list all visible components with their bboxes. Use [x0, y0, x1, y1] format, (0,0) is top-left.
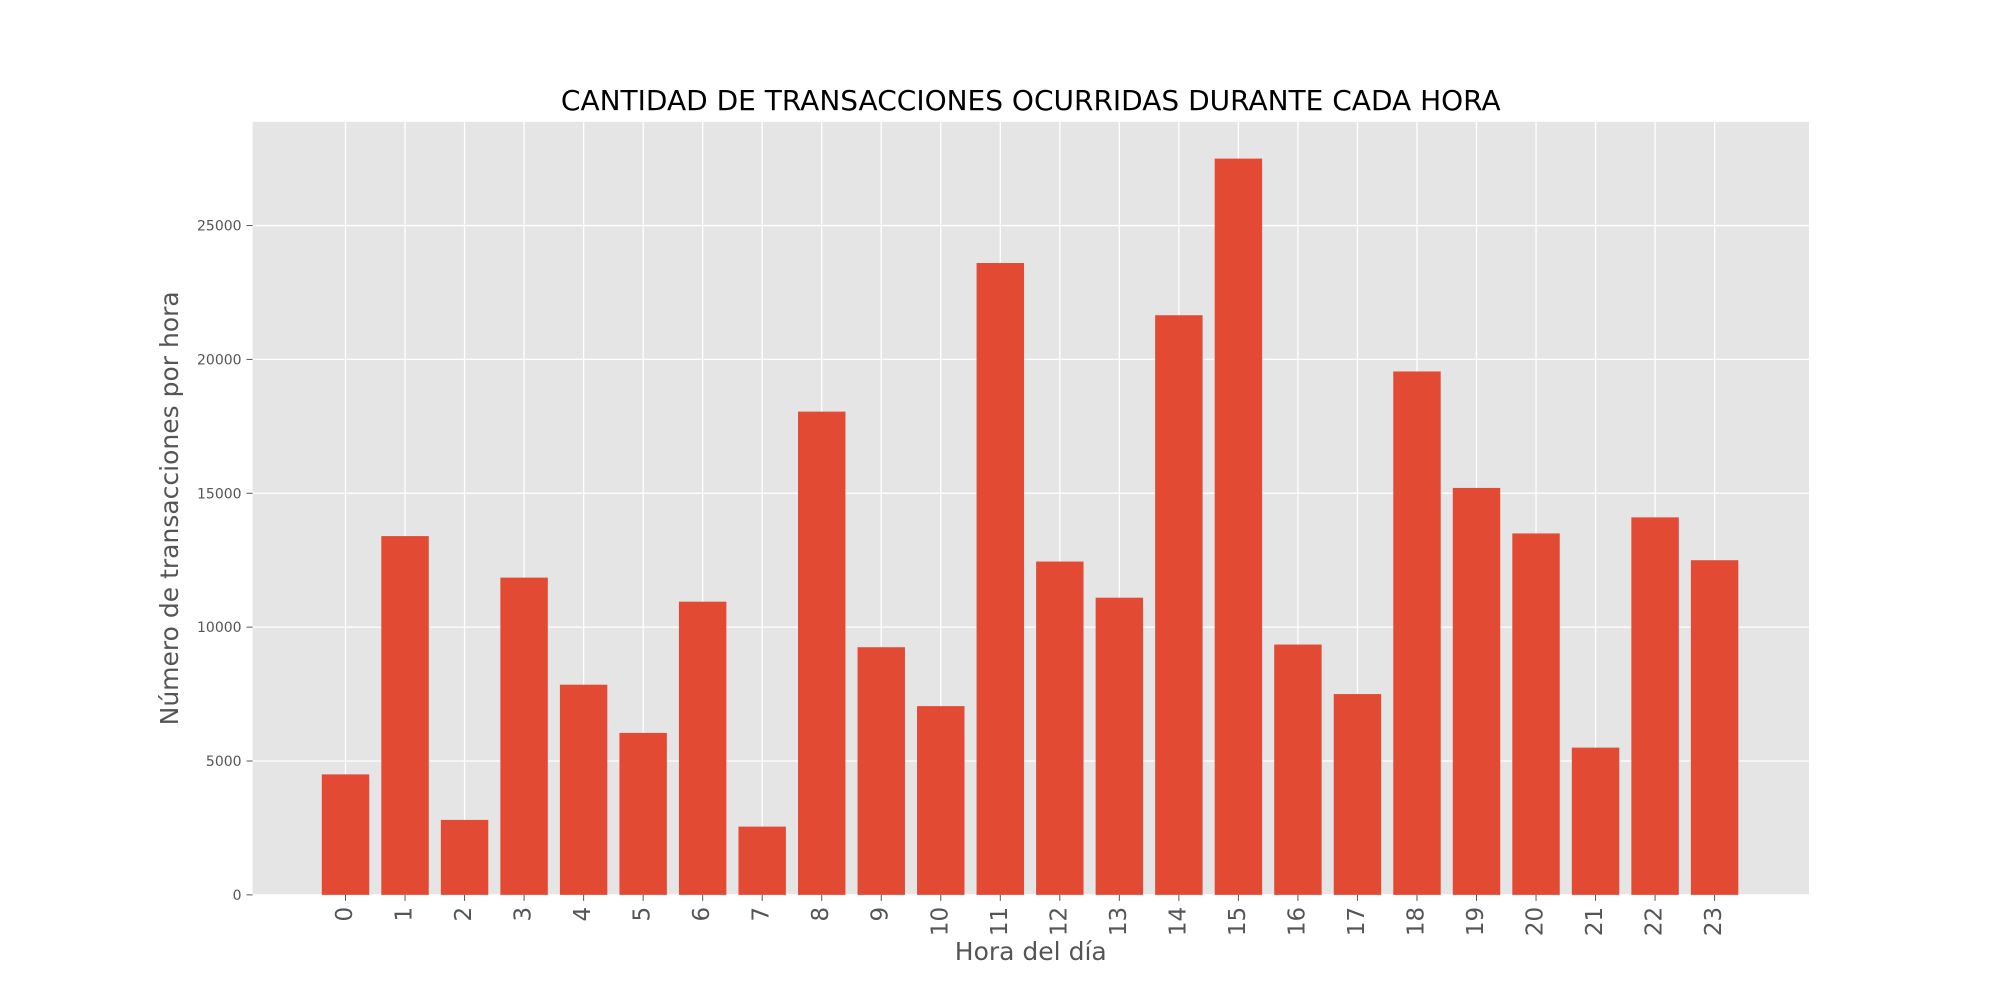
bars [321, 158, 1739, 895]
bar-hour-19 [1452, 487, 1501, 895]
x-tick-label: 13 [1106, 907, 1132, 936]
bar-hour-10 [917, 706, 965, 895]
x-tick-label: 1 [392, 907, 418, 922]
bar-hour-21 [1571, 747, 1620, 895]
bar-hour-23 [1690, 560, 1739, 895]
bar-hour-11 [976, 263, 1025, 895]
bar-hour-18 [1393, 371, 1441, 895]
x-tick-label: 10 [927, 907, 953, 936]
bar-hour-1 [381, 536, 429, 895]
y-tick-label: 20000 [197, 352, 242, 368]
x-tick-label: 23 [1701, 907, 1727, 936]
x-tick-label: 0 [332, 907, 358, 922]
x-tick-label: 9 [868, 907, 894, 922]
x-tick-label: 7 [749, 907, 775, 922]
x-tick-label: 15 [1225, 907, 1251, 936]
x-tick-label: 18 [1403, 907, 1429, 936]
bar-hour-12 [1036, 561, 1084, 895]
y-axis-ticks: 0 5000 10000 15000 20000 25000 [197, 219, 253, 904]
bar-hour-17 [1333, 694, 1382, 895]
bar-hour-7 [738, 826, 786, 895]
x-tick-label: 17 [1344, 907, 1370, 936]
y-tick-label: 0 [233, 888, 242, 904]
bar-hour-5 [619, 732, 667, 895]
x-tick-label: 12 [1046, 907, 1072, 936]
bar-hour-13 [1095, 597, 1144, 895]
bar-hour-2 [440, 819, 489, 895]
bar-hour-3 [500, 577, 548, 895]
bar-hour-14 [1155, 315, 1203, 895]
bar-hour-22 [1631, 517, 1679, 895]
bar-hour-15 [1214, 158, 1263, 895]
x-tick-label: 21 [1582, 907, 1608, 936]
x-tick-label: 4 [570, 907, 596, 922]
bar-hour-6 [678, 601, 727, 895]
bar-hour-9 [857, 647, 905, 895]
chart-title: CANTIDAD DE TRANSACCIONES OCURRIDAS DURA… [561, 84, 1501, 117]
bar-hour-20 [1512, 533, 1560, 895]
bar-hour-8 [798, 411, 846, 895]
x-tick-label: 20 [1523, 907, 1549, 936]
x-tick-label: 6 [689, 907, 715, 922]
y-tick-label: 10000 [197, 620, 242, 636]
y-tick-label: 15000 [197, 486, 242, 502]
y-axis-label: Número de transacciones por hora [155, 291, 184, 725]
x-axis-label: Hora del día [955, 937, 1107, 966]
x-tick-label: 22 [1642, 907, 1668, 936]
x-tick-label: 16 [1284, 907, 1310, 936]
x-axis-ticks: 0 1 2 3 4 5 6 7 8 9 10 11 12 13 14 15 16 17 18 19 20 21 22 23 [332, 894, 1727, 936]
x-tick-label: 14 [1165, 907, 1191, 936]
x-tick-label: 5 [630, 907, 656, 922]
y-tick-label: 5000 [206, 754, 242, 770]
x-tick-label: 8 [808, 907, 834, 922]
x-tick-label: 19 [1463, 907, 1489, 936]
x-tick-label: 2 [451, 907, 477, 922]
y-tick-label: 25000 [197, 219, 242, 235]
bar-hour-16 [1274, 644, 1322, 895]
x-tick-label: 11 [987, 907, 1013, 936]
x-tick-label: 3 [511, 907, 537, 922]
bar-hour-0 [321, 774, 370, 895]
bar-hour-4 [559, 684, 608, 895]
